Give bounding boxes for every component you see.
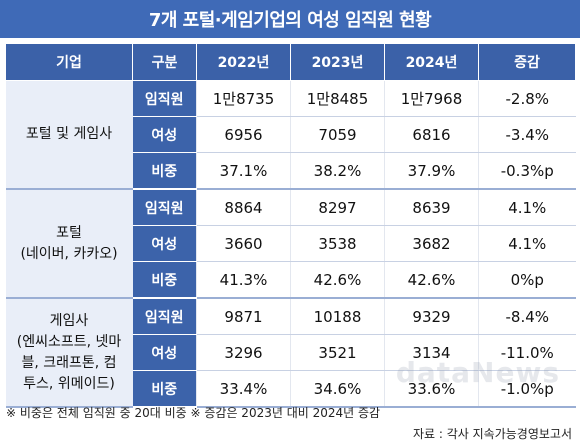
value-cell: 38.2% — [290, 152, 385, 190]
change-cell: -11.0% — [478, 334, 576, 371]
company-cell: 포털 (네이버, 카카오) — [5, 189, 133, 299]
value-cell: 3660 — [196, 225, 291, 262]
header-cell: 2022년 — [196, 43, 291, 81]
value-cell: 1만8735 — [196, 80, 291, 117]
kind-cell: 여성 — [132, 334, 197, 371]
header-cell: 기업 — [5, 43, 133, 81]
table-row: 비중 33.4% 34.6% 33.6% -1.0%p — [6, 370, 576, 408]
kind-cell: 임직원 — [132, 189, 197, 226]
value-cell: 6816 — [384, 116, 479, 153]
value-cell: 41.3% — [196, 261, 291, 299]
header-cell: 2024년 — [384, 43, 479, 81]
table-row: 여성 6956 7059 6816 -3.4% — [6, 116, 576, 153]
value-cell: 1만7968 — [384, 80, 479, 117]
value-cell: 33.4% — [196, 370, 291, 408]
value-cell: 7059 — [290, 116, 385, 153]
header-row: 기업 구분 2022년 2023년 2024년 증감 — [5, 43, 576, 81]
value-cell: 8864 — [196, 189, 291, 226]
value-cell: 33.6% — [384, 370, 479, 408]
value-cell: 8639 — [384, 189, 479, 226]
value-cell: 3134 — [384, 334, 479, 371]
header-cell: 2023년 — [290, 43, 385, 81]
table-row: 게임사 (엔씨소프트, 넷마 블, 크래프톤, 컴 투스, 위메이드) 임직원 98… — [5, 298, 576, 408]
source-note: 자료 : 각사 지속가능경영보고서 — [412, 427, 572, 441]
table-row: 포털 (네이버, 카카오) 임직원 8864 8297 8639 4.1% — [5, 189, 576, 299]
value-cell: 6956 — [196, 116, 291, 153]
value-cell: 37.9% — [384, 152, 479, 190]
change-cell: 4.1% — [478, 189, 576, 226]
change-cell: 4.1% — [478, 225, 576, 262]
value-cell: 9871 — [196, 298, 291, 335]
kind-cell: 여성 — [132, 225, 197, 262]
change-cell: 0%p — [478, 261, 576, 299]
table-row: 여성 3296 3521 3134 -11.0% — [6, 334, 576, 371]
kind-cell: 여성 — [132, 116, 197, 153]
company-cell: 포털 및 게임사 — [5, 80, 133, 190]
table-row: 포털 및 게임사 임직원 1만8735 1만8485 1만7968 -2.8% — [5, 80, 576, 190]
value-cell: 9329 — [384, 298, 479, 335]
company-cell: 게임사 (엔씨소프트, 넷마 블, 크래프톤, 컴 투스, 위메이드) — [5, 298, 133, 408]
footnote: ※ 비중은 전체 임직원 중 20대 비중 ※ 증감은 2023년 대비 202… — [6, 406, 381, 420]
change-cell: -8.4% — [478, 298, 576, 335]
kind-cell: 임직원 — [132, 298, 197, 335]
table-row: 여성 3660 3538 3682 4.1% — [6, 225, 576, 262]
value-cell: 3296 — [196, 334, 291, 371]
change-cell: -2.8% — [478, 80, 576, 117]
data-table: 기업 구분 2022년 2023년 2024년 증감 포털 및 게임사 임직원 1만… — [5, 43, 576, 408]
value-cell: 42.6% — [384, 261, 479, 299]
table-row: 비중 37.1% 38.2% 37.9% -0.3%p — [6, 152, 576, 190]
kind-cell: 임직원 — [132, 80, 197, 117]
table-row: 비중 41.3% 42.6% 42.6% 0%p — [6, 261, 576, 299]
header-cell: 증감 — [478, 43, 576, 81]
kind-cell: 비중 — [132, 261, 197, 299]
value-cell: 8297 — [290, 189, 385, 226]
header-cell: 구분 — [132, 43, 197, 81]
value-cell: 10188 — [290, 298, 385, 335]
chart-title: 7개 포털·게임기업의 여성 임직원 현황 — [0, 0, 580, 38]
value-cell: 42.6% — [290, 261, 385, 299]
value-cell: 3538 — [290, 225, 385, 262]
value-cell: 34.6% — [290, 370, 385, 408]
change-cell: -1.0%p — [478, 370, 576, 408]
value-cell: 1만8485 — [290, 80, 385, 117]
value-cell: 3682 — [384, 225, 479, 262]
change-cell: -0.3%p — [478, 152, 576, 190]
kind-cell: 비중 — [132, 370, 197, 408]
value-cell: 3521 — [290, 334, 385, 371]
value-cell: 37.1% — [196, 152, 291, 190]
change-cell: -3.4% — [478, 116, 576, 153]
kind-cell: 비중 — [132, 152, 197, 190]
